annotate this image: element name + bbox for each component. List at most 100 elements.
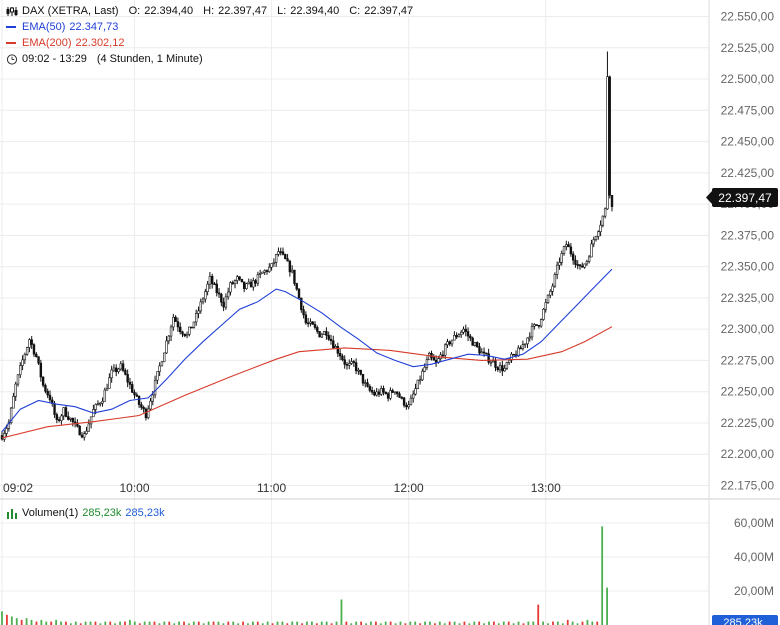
volume-bar [1, 611, 3, 625]
ema200-value: 22.302,12 [75, 37, 125, 49]
candle-body [238, 276, 241, 280]
candle-body [99, 402, 102, 405]
candle-body [610, 194, 614, 207]
candle-body [336, 346, 340, 354]
candle-body [229, 282, 232, 293]
candle-body [23, 354, 27, 361]
candle-body [60, 415, 63, 421]
time-tick-label: 09:02 [3, 481, 33, 495]
candle-body [329, 338, 333, 342]
candle-body [402, 397, 406, 406]
volume-bar [276, 621, 279, 625]
candle-body [105, 388, 109, 391]
candle-body [174, 316, 177, 322]
time-tick-label: 11:00 [257, 481, 286, 495]
volume-tag-background [712, 615, 778, 625]
candle-body [558, 262, 561, 266]
volume-bar [79, 623, 82, 625]
volume-bar [217, 621, 220, 625]
candle-body [309, 321, 312, 324]
candle-body [258, 273, 262, 275]
candle-body [96, 403, 100, 406]
volume-bar [606, 587, 608, 625]
candle-body [503, 367, 506, 372]
candle-body [119, 363, 123, 370]
volume-bar [478, 621, 481, 625]
low-label: L: [277, 5, 287, 17]
volume-bar [453, 621, 456, 625]
candle-body [373, 391, 376, 396]
candle-body [501, 365, 504, 372]
volume-bar [571, 621, 574, 625]
candle-body [108, 377, 111, 389]
volume-bar [517, 621, 520, 625]
candle-body [391, 390, 394, 393]
candle-body [416, 379, 420, 389]
candle-body [254, 280, 257, 284]
volume-bar [350, 623, 353, 625]
candle-body [380, 388, 383, 395]
candle-body [213, 283, 216, 286]
volume-bar [355, 621, 358, 625]
volume-bar [251, 621, 254, 625]
candle-body [480, 351, 483, 354]
candle-body [517, 347, 520, 357]
candle-body [361, 373, 365, 384]
candle-body [261, 271, 264, 274]
candle-body [226, 291, 230, 298]
candle-body [571, 253, 575, 261]
candle-body [245, 283, 248, 289]
candle-body [41, 376, 45, 386]
volume-bar [370, 621, 372, 625]
volume-bar [409, 621, 412, 625]
candle-body [498, 365, 502, 371]
volume-bar [242, 621, 244, 625]
candle-body [67, 416, 70, 420]
volume-bar [493, 621, 495, 625]
candle-body [601, 215, 605, 226]
candle-body [597, 231, 600, 237]
candle-body [55, 414, 59, 420]
candle-body [327, 335, 330, 340]
volume-bar [296, 621, 299, 625]
volume-bar [168, 621, 171, 625]
price-tick-label: 22.550,00 [721, 10, 775, 24]
volume-bar [197, 621, 200, 625]
volume-bar [148, 621, 151, 625]
candle-body [537, 324, 541, 327]
candle-body [553, 274, 557, 287]
volume-bar [25, 618, 28, 625]
candle-body [231, 282, 234, 285]
candle-body [5, 428, 8, 434]
candle-body [185, 334, 189, 337]
close-value: 22.397,47 [364, 5, 414, 17]
candle-body [364, 382, 367, 384]
candle-body [73, 421, 77, 424]
candle-body [384, 391, 388, 394]
time-axis-labels: 09:02 10:00 11:00 12:00 13:00 [3, 481, 561, 495]
volume-bar [586, 619, 589, 625]
volume-bar [20, 619, 23, 625]
volume-bar [384, 621, 387, 625]
ema200-line [1, 326, 613, 439]
price-tick-label: 22.225,00 [721, 416, 775, 430]
candle-body [485, 352, 488, 355]
candle-body [368, 386, 372, 391]
candle-body [398, 393, 401, 398]
candle-body [505, 362, 509, 369]
candle-body [535, 324, 538, 326]
volume-axis-labels: 60,00M 40,00M 20,00M [734, 516, 774, 598]
candle-body [117, 368, 120, 372]
volume-bar [561, 623, 564, 625]
candle-body [345, 364, 349, 366]
candle-body [176, 321, 180, 328]
candle-body [3, 433, 6, 440]
candle-body [12, 396, 15, 409]
candle-body [9, 407, 13, 423]
candle-body [215, 283, 218, 294]
volume-bar [473, 621, 476, 625]
candle-body [322, 331, 326, 335]
candle-body [194, 313, 198, 323]
candle-body [507, 359, 511, 363]
candle-body [242, 281, 246, 289]
